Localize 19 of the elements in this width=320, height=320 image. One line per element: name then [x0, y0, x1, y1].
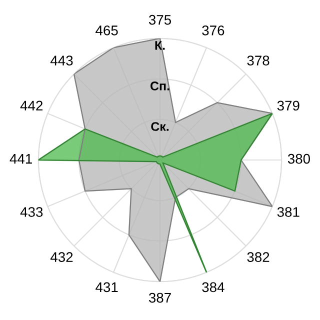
spoke-label: 384: [202, 282, 224, 292]
spoke-label: 465: [96, 26, 118, 36]
y-tick-label: К.: [155, 41, 165, 50]
spoke-label: 433: [20, 207, 43, 217]
spoke-label: 442: [20, 100, 43, 110]
spoke-label: 379: [277, 100, 300, 111]
spoke-label: 441: [10, 154, 32, 164]
spoke-label: 432: [50, 252, 73, 262]
spoke-label: 380: [288, 154, 310, 164]
spoke-label: 381: [277, 207, 300, 217]
spoke-label: 443: [50, 56, 73, 66]
y-tick-label: Ск.: [151, 122, 169, 131]
y-tick-label: Сп.: [150, 82, 170, 90]
spoke-label: 387: [148, 292, 171, 303]
spoke-label: 378: [247, 56, 270, 66]
spoke-label: 431: [96, 282, 118, 292]
spoke-label: 375: [148, 14, 172, 25]
spoke-label: 382: [247, 252, 270, 262]
spoke-label: 376: [202, 26, 224, 36]
